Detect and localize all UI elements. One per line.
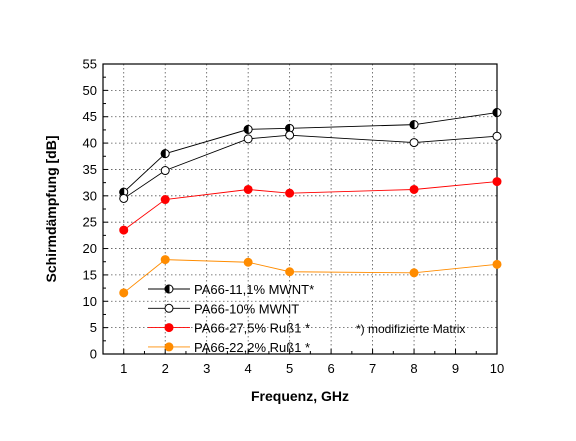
data-point bbox=[492, 131, 502, 141]
data-point bbox=[409, 120, 419, 130]
annotation-note: *) modifizierte Matrix bbox=[356, 322, 465, 336]
x-tick-label: 5 bbox=[286, 361, 293, 376]
x-tick-label: 7 bbox=[369, 361, 376, 376]
y-tick-label: 40 bbox=[83, 136, 97, 151]
data-point bbox=[119, 288, 129, 298]
legend-entry: PA66-22,2% Ruß1 * bbox=[148, 340, 310, 355]
legend-entry: PA66-10% MWNT bbox=[148, 301, 299, 316]
data-point bbox=[243, 184, 253, 194]
grid-lines bbox=[103, 64, 498, 354]
y-tick-label: 50 bbox=[83, 83, 97, 98]
data-point bbox=[409, 268, 419, 278]
data-point bbox=[409, 184, 419, 194]
x-axis-label: Frequenz, GHz bbox=[251, 388, 349, 404]
data-point bbox=[243, 257, 253, 267]
x-tick-label: 1 bbox=[120, 361, 127, 376]
x-tick-label: 2 bbox=[162, 361, 169, 376]
y-tick-label: 15 bbox=[83, 267, 97, 282]
legend-entry: PA66-11,1% MWNT* bbox=[148, 282, 314, 297]
legend-label: PA66-11,1% MWNT* bbox=[194, 282, 314, 297]
data-point bbox=[160, 149, 170, 159]
y-axis-label: Schirmdämpfung [dB] bbox=[43, 136, 59, 283]
y-tick-label: 10 bbox=[83, 294, 97, 309]
series-line bbox=[123, 134, 498, 199]
data-point bbox=[160, 255, 170, 265]
series-line bbox=[123, 259, 498, 294]
y-tick-label: 0 bbox=[90, 347, 97, 362]
data-point bbox=[160, 195, 170, 205]
series-3 bbox=[119, 177, 502, 235]
data-point bbox=[409, 138, 419, 148]
data-point bbox=[160, 166, 170, 176]
x-tick-label: 6 bbox=[327, 361, 334, 376]
data-point bbox=[119, 193, 129, 203]
legend-label: PA66-22,2% Ruß1 * bbox=[194, 340, 310, 355]
y-tick-label: 20 bbox=[83, 241, 97, 256]
y-tick-label: 25 bbox=[83, 215, 97, 230]
series-2 bbox=[119, 130, 502, 203]
y-tick-label: 30 bbox=[83, 188, 97, 203]
data-point bbox=[285, 188, 295, 198]
legend-marker bbox=[164, 342, 174, 352]
data-point bbox=[243, 124, 253, 134]
y-tick-label: 5 bbox=[90, 320, 97, 335]
series-4 bbox=[119, 255, 502, 298]
data-point bbox=[492, 177, 502, 187]
y-tick-label: 35 bbox=[83, 162, 97, 177]
x-tick-label: 8 bbox=[410, 361, 417, 376]
series-line bbox=[123, 112, 498, 193]
y-tick-label: 55 bbox=[83, 57, 97, 72]
data-point bbox=[119, 225, 129, 235]
x-tick-label: 10 bbox=[490, 361, 504, 376]
legend-marker bbox=[164, 323, 174, 333]
x-tick-label: 9 bbox=[452, 361, 459, 376]
data-point bbox=[492, 108, 502, 118]
legend-marker bbox=[164, 303, 174, 313]
plot-area bbox=[102, 63, 498, 355]
data-point bbox=[285, 267, 295, 277]
legend-label: PA66-10% MWNT bbox=[194, 301, 299, 316]
legend-label: PA66-27,5% Ruß1 * bbox=[194, 321, 310, 336]
series-1 bbox=[119, 108, 502, 197]
data-point bbox=[285, 130, 295, 140]
series-group bbox=[119, 108, 502, 298]
x-tick-label: 3 bbox=[203, 361, 210, 376]
series-line bbox=[123, 181, 498, 231]
data-point bbox=[243, 134, 253, 144]
legend-marker bbox=[164, 284, 174, 294]
data-point bbox=[492, 259, 502, 269]
x-tick-label: 4 bbox=[245, 361, 252, 376]
legend: PA66-11,1% MWNT* PA66-10% MWNT PA66-27,5% … bbox=[148, 282, 314, 355]
legend-entry: PA66-27,5% Ruß1 * bbox=[148, 321, 310, 336]
y-tick-label: 45 bbox=[83, 109, 97, 124]
